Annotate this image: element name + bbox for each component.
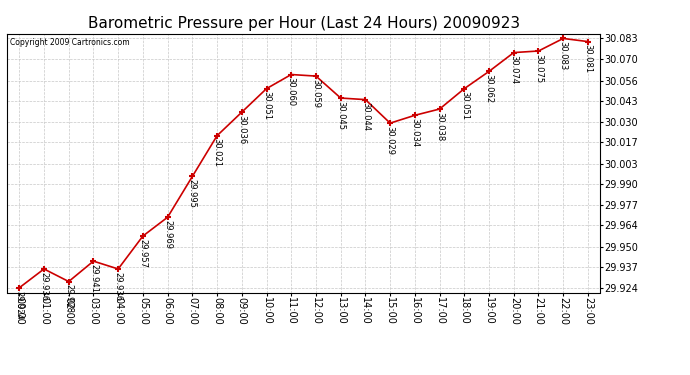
Title: Barometric Pressure per Hour (Last 24 Hours) 20090923: Barometric Pressure per Hour (Last 24 Ho…	[88, 16, 520, 31]
Text: 29.928: 29.928	[64, 284, 73, 313]
Text: 30.074: 30.074	[509, 56, 518, 84]
Text: 30.051: 30.051	[460, 92, 469, 120]
Text: 29.924: 29.924	[14, 291, 23, 320]
Text: 30.051: 30.051	[262, 92, 271, 120]
Text: 30.036: 30.036	[237, 115, 246, 144]
Text: 30.081: 30.081	[584, 44, 593, 74]
Text: 29.941: 29.941	[89, 264, 98, 293]
Text: 29.936: 29.936	[114, 272, 123, 301]
Text: 29.936: 29.936	[39, 272, 48, 301]
Text: 30.060: 30.060	[287, 77, 296, 106]
Text: 30.021: 30.021	[213, 138, 221, 168]
Text: 29.969: 29.969	[163, 220, 172, 249]
Text: 30.062: 30.062	[484, 74, 493, 103]
Text: 30.075: 30.075	[534, 54, 543, 83]
Text: 30.083: 30.083	[559, 41, 568, 70]
Text: 29.957: 29.957	[139, 239, 148, 268]
Text: 30.034: 30.034	[411, 118, 420, 147]
Text: 30.029: 30.029	[386, 126, 395, 155]
Text: 30.038: 30.038	[435, 112, 444, 141]
Text: 30.045: 30.045	[336, 101, 345, 130]
Text: 30.059: 30.059	[311, 79, 320, 108]
Text: 29.995: 29.995	[188, 179, 197, 208]
Text: Copyright 2009 Cartronics.com: Copyright 2009 Cartronics.com	[10, 38, 130, 46]
Text: 30.044: 30.044	[361, 102, 370, 131]
